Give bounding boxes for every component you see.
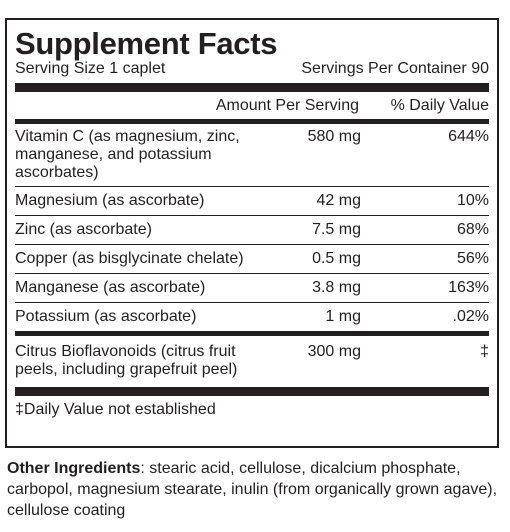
nutrient-daily-value: 163% (448, 279, 489, 296)
nutrient-amount: 1 mg (325, 308, 361, 325)
servings-per-container: Servings Per Container 90 (301, 60, 489, 77)
nutrient-name: Zinc (as ascorbate) (15, 221, 152, 238)
thick-divider-bottom (15, 387, 489, 396)
serving-info: Serving Size 1 caplet Servings Per Conta… (15, 60, 489, 78)
nutrient-amount: 580 mg (307, 128, 361, 145)
nutrient-row-potassium: Potassium (as ascorbate) 1 mg .02% (15, 303, 489, 331)
header-divider (15, 119, 489, 124)
nutrient-daily-value: 56% (456, 250, 489, 267)
nutrient-name: Copper (as bisglycinate chelate) (15, 250, 244, 267)
row-divider (15, 215, 489, 216)
nutrient-amount: 3.8 mg (312, 279, 361, 296)
other-ingredients-label: Other Ingredients (7, 460, 141, 477)
nutrient-daily-value: .02% (452, 308, 489, 325)
row-divider (15, 244, 489, 245)
nutrient-daily-value: 68% (456, 221, 489, 238)
section-divider (15, 331, 489, 336)
nutrient-name: Potassium (as ascorbate) (15, 308, 197, 325)
column-header-row: Amount Per Serving % Daily Value (15, 92, 489, 119)
other-ingredients-text: : stearic acid, cellulose, dicalcium pho… (7, 460, 498, 519)
nutrient-amount: 0.5 mg (312, 250, 361, 267)
nutrient-name: Vitamin C (as magnesium, zinc, manganese… (15, 128, 240, 181)
supplement-facts-panel: Supplement Facts Serving Size 1 caplet S… (5, 18, 499, 448)
nutrient-amount: 42 mg (316, 192, 361, 209)
nutrient-row-copper: Copper (as bisglycinate chelate) 0.5 mg … (15, 245, 489, 273)
panel-title: Supplement Facts (15, 26, 278, 61)
nutrient-daily-value: 10% (456, 192, 489, 209)
serving-size: Serving Size 1 caplet (15, 60, 166, 77)
header-amount: Amount Per Serving (215, 97, 359, 114)
nutrient-row-vitamin-c: Vitamin C (as magnesium, zinc, manganese… (15, 124, 489, 186)
nutrient-row-zinc: Zinc (as ascorbate) 7.5 mg 68% (15, 216, 489, 244)
nutrient-amount: 300 mg (307, 343, 361, 360)
nutrient-daily-value: ‡ (480, 343, 489, 360)
row-divider (15, 273, 489, 274)
daily-value-footnote: ‡Daily Value not established (15, 401, 216, 418)
nutrient-name: Citrus Bioflavonoids (citrus fruit peels… (15, 343, 238, 378)
nutrient-amount: 7.5 mg (312, 221, 361, 238)
other-ingredients: Other Ingredients: stearic acid, cellulo… (7, 458, 505, 521)
nutrient-name: Manganese (as ascorbate) (15, 279, 206, 296)
nutrient-row-citrus-bioflavonoids: Citrus Bioflavonoids (citrus fruit peels… (15, 336, 489, 385)
header-daily-value: % Daily Value (390, 97, 489, 114)
header-spacer (15, 96, 214, 116)
nutrient-name: Magnesium (as ascorbate) (15, 192, 205, 209)
nutrient-row-manganese: Manganese (as ascorbate) 3.8 mg 163% (15, 274, 489, 302)
nutrient-row-magnesium: Magnesium (as ascorbate) 42 mg 10% (15, 187, 489, 215)
row-divider (15, 302, 489, 303)
thick-divider (15, 83, 489, 92)
row-divider (15, 186, 489, 187)
nutrient-daily-value: 644% (448, 128, 489, 145)
